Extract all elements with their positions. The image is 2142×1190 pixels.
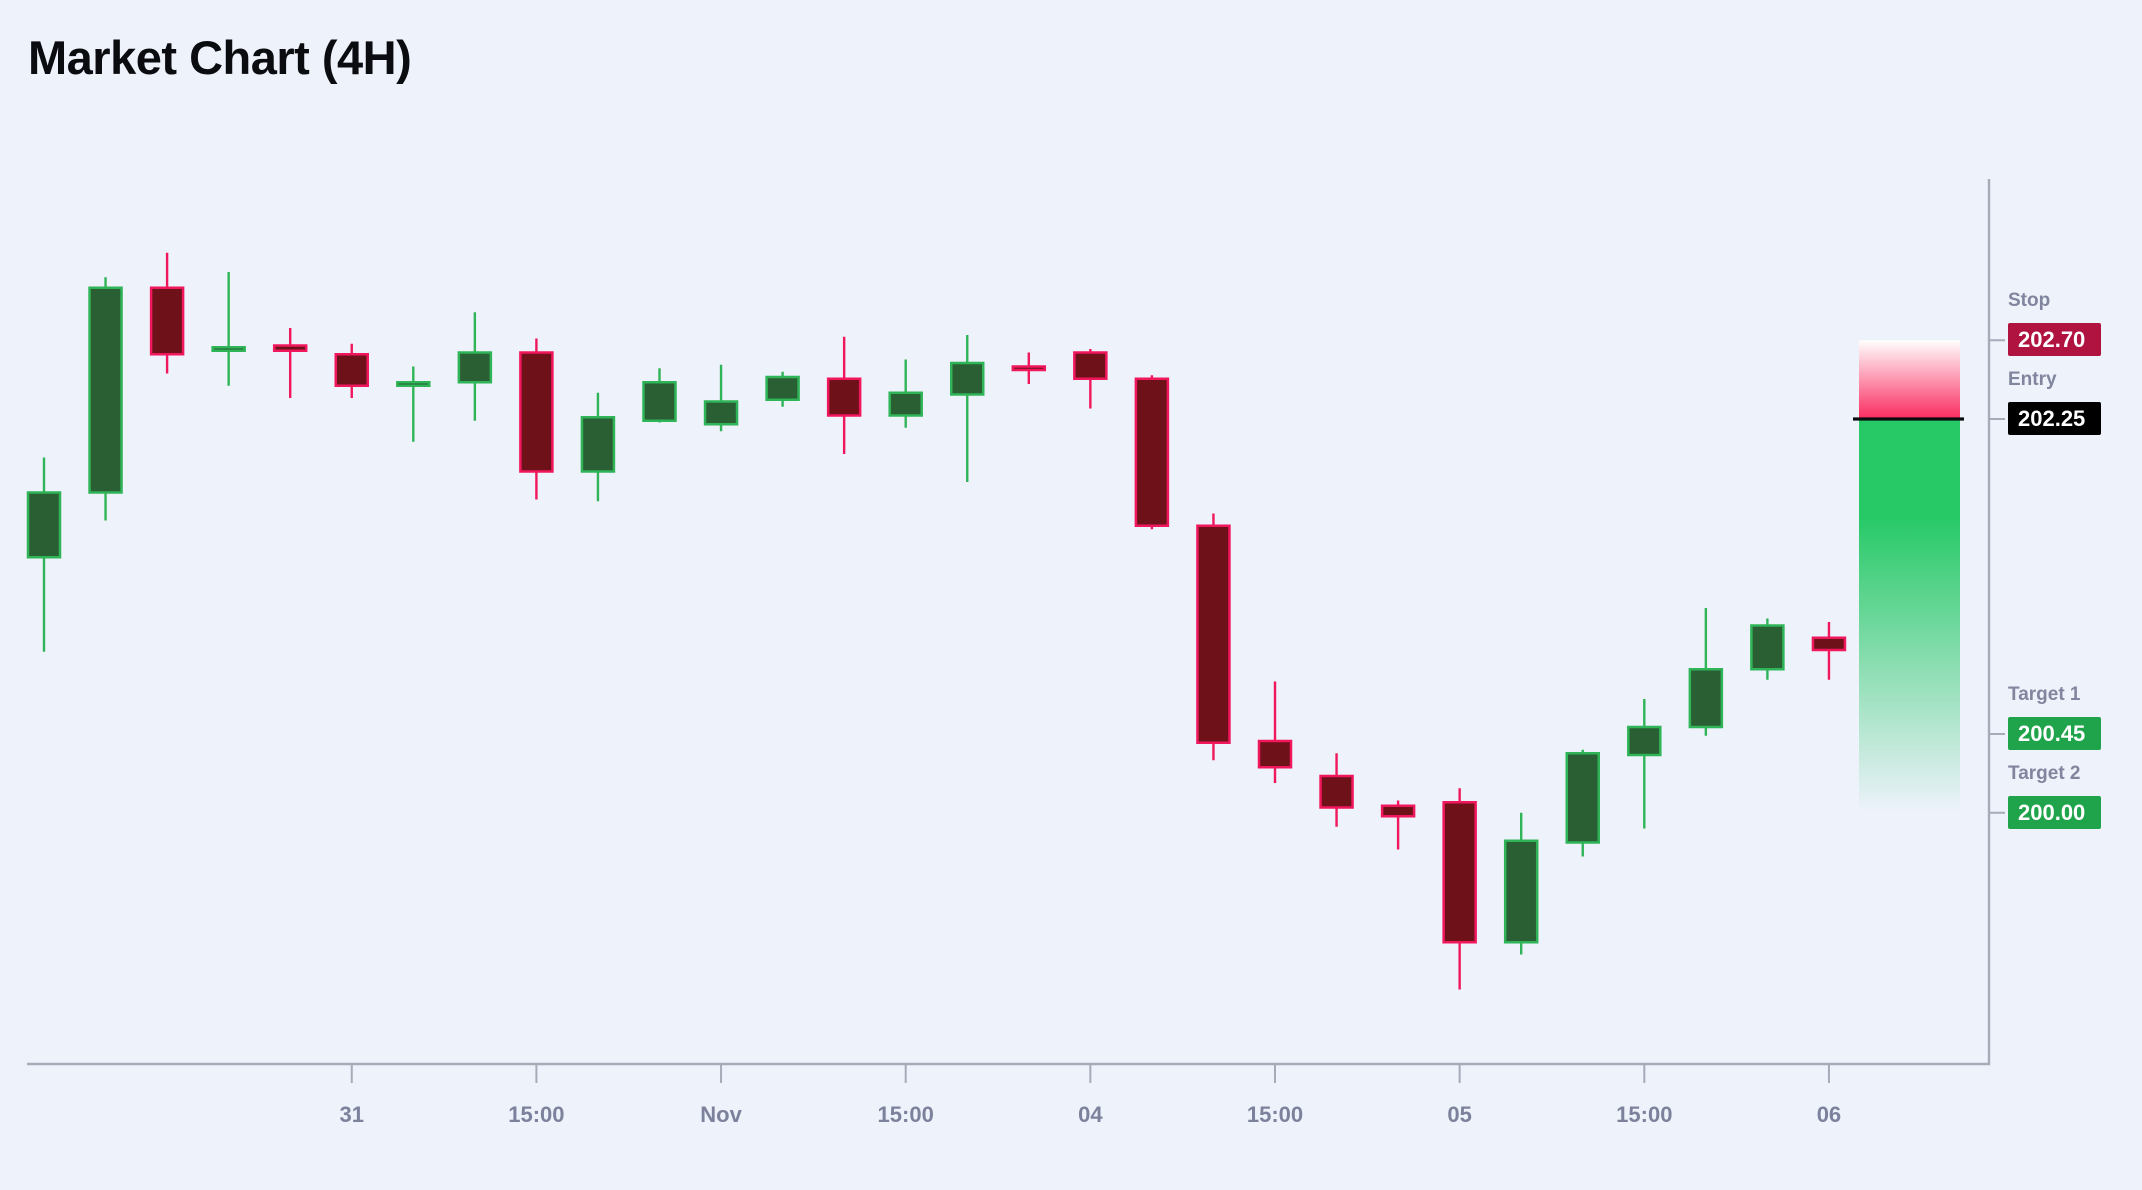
stop-price-badge: 202.70 bbox=[2008, 323, 2101, 357]
candle bbox=[26, 457, 62, 652]
candle bbox=[1442, 788, 1477, 990]
candle bbox=[1811, 622, 1847, 680]
candle-body bbox=[642, 381, 677, 422]
candle-body bbox=[26, 491, 62, 559]
candle-body bbox=[1503, 839, 1539, 944]
candle bbox=[396, 366, 431, 442]
candle-body bbox=[457, 351, 493, 384]
page-title: Market Chart (4H) bbox=[28, 31, 412, 84]
target2-label: Target 2 bbox=[2008, 762, 2081, 784]
candle-body bbox=[149, 286, 185, 356]
candle bbox=[1380, 800, 1416, 850]
candle bbox=[1750, 618, 1785, 680]
candle bbox=[1073, 349, 1108, 409]
candle-body bbox=[703, 400, 739, 426]
candle-body bbox=[1750, 624, 1785, 671]
stop-annotation: Stop 202.70 bbox=[2008, 290, 2138, 357]
candle bbox=[765, 371, 800, 407]
candle bbox=[950, 335, 985, 482]
candle-body bbox=[1196, 524, 1231, 744]
candle-body bbox=[950, 361, 985, 396]
candle bbox=[457, 312, 493, 421]
target2-annotation: Target 2 200.00 bbox=[2008, 762, 2138, 829]
candle bbox=[1011, 352, 1047, 384]
candle-body bbox=[1380, 804, 1416, 818]
candle bbox=[1134, 375, 1170, 530]
candle-body bbox=[211, 346, 246, 352]
stop-zone bbox=[1859, 340, 1960, 419]
candle bbox=[888, 359, 923, 428]
candle-body bbox=[88, 286, 123, 494]
candle-body bbox=[1134, 377, 1170, 527]
candle bbox=[1319, 753, 1354, 827]
candle bbox=[703, 364, 739, 432]
entry-line bbox=[1853, 417, 1964, 421]
candle-body bbox=[1319, 774, 1354, 809]
entry-price-badge: 202.25 bbox=[2008, 402, 2101, 435]
entry-annotation: Entry 202.25 bbox=[2008, 370, 2138, 435]
candle-body bbox=[519, 351, 554, 473]
candle-body bbox=[1688, 668, 1724, 729]
target1-price-badge: 200.45 bbox=[2008, 717, 2101, 750]
candle bbox=[211, 272, 246, 386]
target1-annotation: Target 1 200.45 bbox=[2008, 685, 2138, 750]
candle bbox=[519, 338, 554, 500]
candle bbox=[580, 392, 616, 502]
candle-body bbox=[1011, 365, 1047, 372]
candle bbox=[642, 368, 677, 423]
candle bbox=[1688, 608, 1724, 736]
candle-body bbox=[396, 381, 431, 387]
candle bbox=[826, 336, 862, 454]
candle bbox=[149, 252, 185, 374]
candle bbox=[1627, 699, 1662, 829]
candle bbox=[1565, 749, 1600, 857]
candle-body bbox=[888, 391, 923, 417]
candle bbox=[334, 343, 369, 398]
stop-label: Stop bbox=[2008, 290, 2051, 312]
target1-label: Target 1 bbox=[2008, 684, 2081, 705]
entry-label: Entry bbox=[2008, 369, 2057, 390]
candle bbox=[272, 328, 308, 398]
candle-body bbox=[1565, 752, 1600, 844]
candle-body bbox=[334, 353, 369, 387]
candle bbox=[88, 277, 123, 521]
candle-body bbox=[1073, 351, 1108, 380]
candle-body bbox=[1257, 739, 1293, 769]
candle bbox=[1503, 812, 1539, 955]
candle-body bbox=[1627, 725, 1662, 757]
candle-body bbox=[1811, 636, 1847, 652]
candle-body bbox=[1442, 801, 1477, 944]
candle bbox=[1196, 513, 1231, 761]
candle-body bbox=[272, 344, 308, 352]
profit-zone bbox=[1859, 419, 1960, 813]
candle bbox=[1257, 681, 1293, 783]
candle-body bbox=[826, 377, 862, 417]
candle-body bbox=[580, 416, 616, 473]
target2-price-badge: 200.00 bbox=[2008, 795, 2101, 829]
candle-body bbox=[765, 375, 800, 401]
